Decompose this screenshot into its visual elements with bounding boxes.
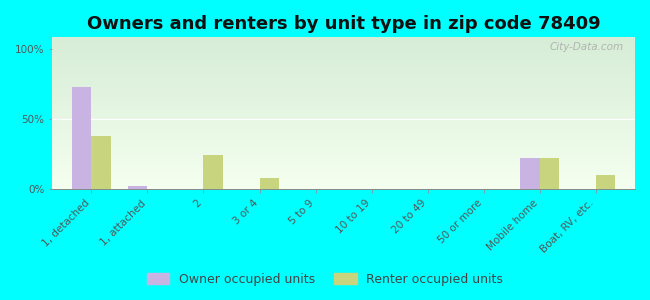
Bar <box>72 86 92 189</box>
Title: Owners and renters by unit type in zip code 78409: Owners and renters by unit type in zip c… <box>86 15 601 33</box>
Text: City-Data.com: City-Data.com <box>549 42 623 52</box>
Bar <box>520 158 540 189</box>
Bar <box>128 186 148 189</box>
Bar <box>596 175 616 189</box>
Bar <box>259 178 279 189</box>
Bar <box>540 158 560 189</box>
Legend: Owner occupied units, Renter occupied units: Owner occupied units, Renter occupied un… <box>142 268 508 291</box>
Bar <box>203 155 223 189</box>
Bar <box>92 136 111 189</box>
